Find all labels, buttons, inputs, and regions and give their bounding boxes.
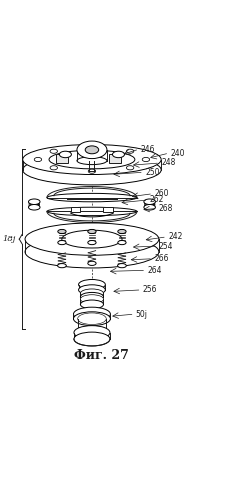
Ellipse shape	[50, 149, 58, 153]
Ellipse shape	[25, 236, 159, 268]
Ellipse shape	[78, 279, 105, 289]
Ellipse shape	[59, 151, 71, 158]
Ellipse shape	[74, 326, 110, 339]
Ellipse shape	[118, 263, 126, 268]
Bar	[56, 154, 68, 163]
Text: 250: 250	[145, 168, 160, 177]
Ellipse shape	[47, 194, 137, 202]
Ellipse shape	[144, 205, 155, 210]
Ellipse shape	[78, 285, 105, 295]
Ellipse shape	[28, 205, 40, 210]
Ellipse shape	[25, 223, 159, 255]
Ellipse shape	[47, 207, 137, 216]
Text: 266: 266	[154, 254, 169, 263]
Ellipse shape	[78, 313, 106, 324]
Ellipse shape	[58, 263, 66, 268]
Ellipse shape	[118, 241, 126, 245]
Ellipse shape	[49, 150, 135, 169]
Text: 240: 240	[170, 149, 185, 158]
Ellipse shape	[88, 241, 96, 245]
Ellipse shape	[80, 295, 103, 303]
Text: 264: 264	[147, 266, 162, 275]
Ellipse shape	[88, 230, 96, 234]
Ellipse shape	[80, 300, 103, 309]
Ellipse shape	[88, 261, 96, 265]
Ellipse shape	[88, 169, 96, 173]
Ellipse shape	[126, 149, 134, 153]
Ellipse shape	[62, 230, 122, 248]
Ellipse shape	[88, 146, 96, 150]
Ellipse shape	[118, 230, 126, 234]
Text: 50j: 50j	[136, 309, 148, 318]
Text: 254: 254	[159, 242, 173, 250]
Ellipse shape	[34, 158, 42, 162]
Ellipse shape	[74, 312, 110, 326]
Ellipse shape	[23, 145, 161, 175]
Bar	[103, 207, 113, 212]
Ellipse shape	[58, 241, 66, 245]
Text: Фиг. 27: Фиг. 27	[74, 349, 129, 362]
Text: 242: 242	[168, 233, 182, 242]
Ellipse shape	[142, 158, 150, 162]
Ellipse shape	[85, 146, 99, 154]
Ellipse shape	[23, 155, 161, 185]
Ellipse shape	[50, 166, 58, 170]
Text: 260: 260	[154, 189, 169, 198]
Ellipse shape	[77, 141, 107, 159]
Ellipse shape	[28, 199, 40, 205]
Bar	[71, 207, 80, 212]
Text: 268: 268	[159, 204, 173, 213]
Ellipse shape	[126, 166, 134, 170]
Text: 246: 246	[140, 145, 155, 154]
Ellipse shape	[113, 151, 125, 158]
Ellipse shape	[58, 230, 66, 234]
Text: 262: 262	[150, 196, 164, 205]
Ellipse shape	[74, 332, 110, 346]
Text: 18j: 18j	[2, 235, 16, 243]
Ellipse shape	[80, 289, 103, 298]
Bar	[109, 154, 121, 163]
Ellipse shape	[74, 307, 110, 321]
Ellipse shape	[144, 199, 155, 205]
Text: 256: 256	[143, 285, 157, 294]
Text: 248: 248	[161, 159, 176, 168]
Ellipse shape	[77, 157, 107, 165]
Ellipse shape	[80, 292, 103, 301]
